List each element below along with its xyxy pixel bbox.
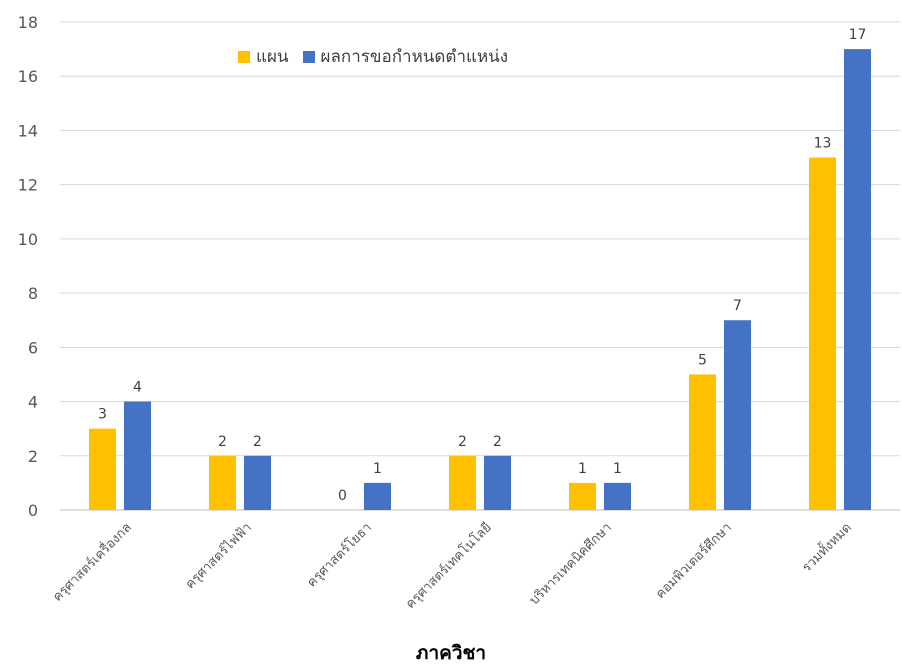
legend-swatch-result bbox=[302, 50, 315, 63]
x-tick-label: ครุศาสตร์โยธา bbox=[304, 520, 375, 591]
legend-swatch-plan bbox=[238, 50, 250, 63]
y-tick-label: 8 bbox=[28, 284, 38, 303]
legend-label-result: ผลการขอกำหนดตำแหน่ง bbox=[320, 47, 509, 67]
data-label: 2 bbox=[253, 434, 262, 450]
data-label: 3 bbox=[98, 407, 107, 423]
data-label: 5 bbox=[698, 352, 707, 368]
bar bbox=[89, 428, 116, 510]
legend-label-plan: แผน bbox=[256, 47, 289, 67]
data-label: 1 bbox=[578, 461, 587, 477]
data-label: 2 bbox=[493, 434, 502, 450]
data-label: 1 bbox=[373, 461, 382, 477]
y-tick-label: 16 bbox=[18, 67, 38, 86]
data-label: 13 bbox=[814, 136, 832, 152]
data-label: 2 bbox=[218, 434, 227, 450]
bar bbox=[604, 482, 631, 510]
legend-item-result: ผลการขอกำหนดตำแหน่ง bbox=[302, 43, 509, 70]
data-label: 17 bbox=[849, 27, 867, 43]
bar bbox=[724, 320, 751, 510]
bar bbox=[689, 374, 716, 510]
x-axis-title: ภาควิชา bbox=[415, 642, 487, 664]
y-tick-label: 0 bbox=[28, 501, 38, 520]
data-label: 1 bbox=[613, 461, 622, 477]
y-tick-label: 10 bbox=[18, 230, 38, 249]
data-label: 2 bbox=[458, 434, 467, 450]
bar bbox=[569, 482, 596, 510]
bar bbox=[449, 455, 476, 510]
x-tick-label: ครุศาสตร์เครื่องกล bbox=[49, 519, 135, 605]
x-tick-label: ครุศาสตร์เทคโนโลยี bbox=[402, 520, 494, 612]
x-tick-label: บริหารเทคนิคศึกษา bbox=[527, 520, 615, 608]
x-tick-label: ครุศาสตร์ไฟฟ้า bbox=[182, 520, 255, 593]
y-tick-label: 4 bbox=[28, 393, 38, 412]
bar bbox=[364, 482, 391, 510]
bar bbox=[484, 455, 511, 510]
bar bbox=[124, 401, 151, 510]
bar bbox=[209, 455, 236, 510]
x-tick-label: รวมทั้งหมด bbox=[797, 518, 855, 576]
data-label: 4 bbox=[133, 380, 142, 396]
bar bbox=[244, 455, 271, 510]
x-tick-label: คอมพิวเตอร์ศึกษา bbox=[652, 520, 734, 602]
y-tick-label: 2 bbox=[28, 447, 38, 466]
bar bbox=[844, 49, 871, 510]
y-tick-label: 6 bbox=[28, 338, 38, 357]
legend-item-plan: แผน bbox=[238, 43, 289, 70]
bar bbox=[809, 157, 836, 511]
chart-legend: แผน ผลการขอกำหนดตำแหน่ง bbox=[238, 43, 522, 70]
data-label: 7 bbox=[733, 298, 742, 314]
y-tick-label: 12 bbox=[18, 176, 38, 195]
data-label: 0 bbox=[338, 488, 347, 504]
y-tick-label: 18 bbox=[18, 13, 38, 32]
y-tick-label: 14 bbox=[18, 121, 38, 140]
